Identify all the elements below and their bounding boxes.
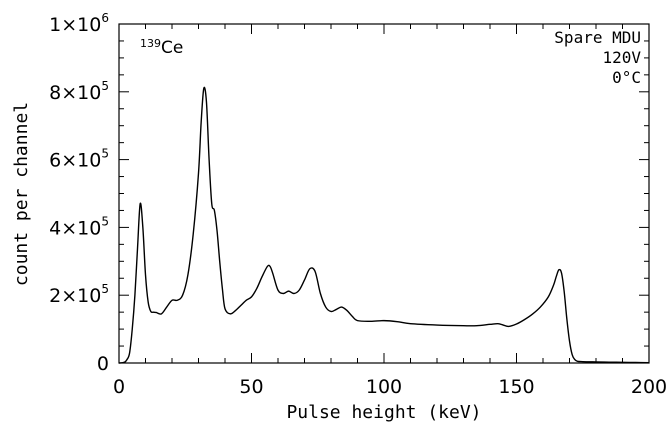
x-tick-label: 200 — [631, 376, 667, 398]
spectrum-line — [118, 86, 650, 364]
isotope-mass-number: 139 — [140, 37, 161, 50]
y-tick-label: 0 — [97, 353, 109, 375]
x-tick-label: 50 — [239, 376, 263, 398]
y-tick-label: 6×105 — [49, 147, 109, 172]
axis-ticks — [118, 23, 650, 364]
plot-frame — [118, 23, 650, 364]
x-tick-labels: 0 50 100 150 200 — [113, 376, 667, 398]
y-tick-label: 4×105 — [49, 214, 109, 239]
y-tick-label: 8×105 — [49, 79, 109, 104]
y-tick-label: 2×105 — [49, 282, 109, 307]
y-tick-label: 1×106 — [49, 11, 109, 36]
voltage-label: 120V — [602, 48, 641, 67]
detector-label: Spare MDU — [554, 28, 641, 47]
x-tick-label: 150 — [498, 376, 534, 398]
isotope-label: 139Ce — [140, 37, 183, 58]
y-axis-title: count per channel — [11, 102, 32, 286]
temperature-label: 0°C — [612, 68, 641, 87]
isotope-element: Ce — [161, 38, 183, 58]
x-tick-label: 0 — [113, 376, 125, 398]
x-axis-title: Pulse height (keV) — [286, 402, 481, 423]
y-tick-labels: 0 2×105 4×105 6×105 8×105 1×106 — [49, 11, 109, 375]
x-tick-label: 100 — [366, 376, 402, 398]
